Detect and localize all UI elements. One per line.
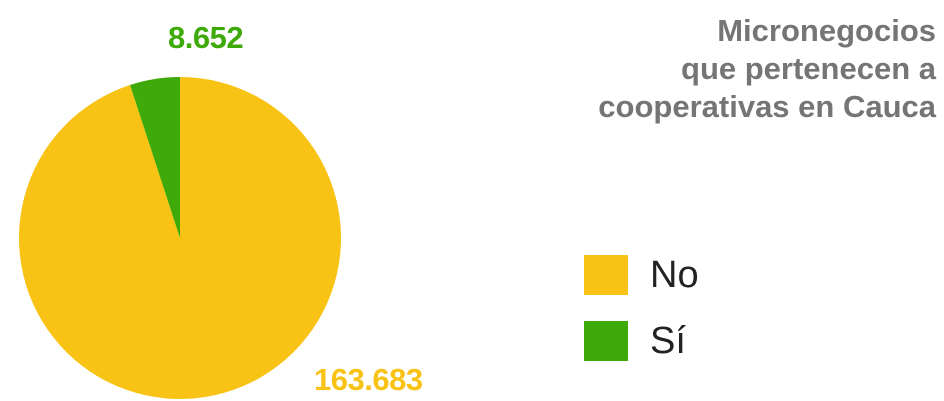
legend-item-no: No <box>584 253 699 296</box>
legend-swatch-si <box>584 321 628 361</box>
data-label-si: 8.652 <box>168 20 244 55</box>
legend-item-si: Sí <box>584 319 699 362</box>
legend-label-no: No <box>650 253 699 296</box>
chart-title: Micronegocios que pertenecen a cooperati… <box>598 13 936 124</box>
legend-swatch-no <box>584 255 628 295</box>
legend-label-si: Sí <box>650 319 686 362</box>
legend: No Sí <box>584 253 699 387</box>
data-label-no: 163.683 <box>314 362 423 397</box>
pie-slice-si <box>130 77 180 238</box>
pie-slice-no <box>19 77 342 399</box>
